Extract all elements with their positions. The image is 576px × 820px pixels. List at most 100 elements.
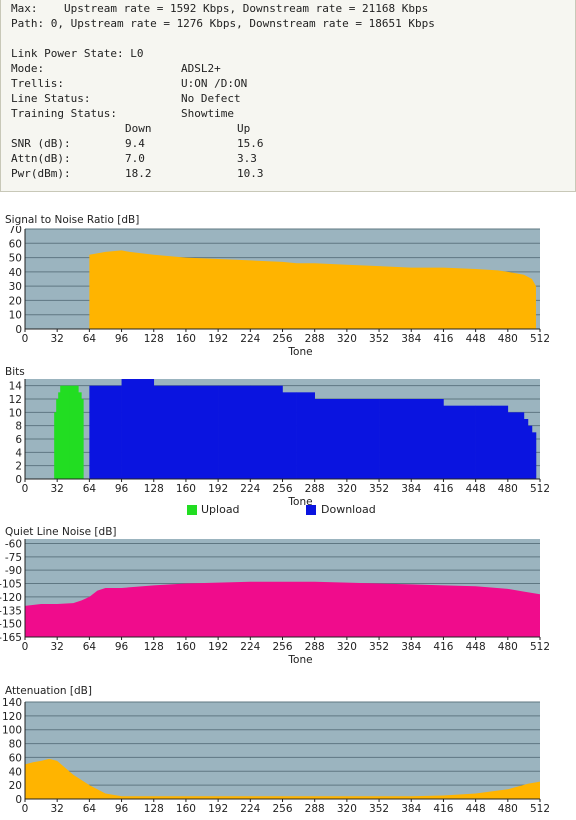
bits-bar-download bbox=[523, 419, 529, 479]
noise-y-tick-label: -75 bbox=[5, 552, 22, 564]
column-header-down: Down bbox=[125, 122, 152, 135]
attn-x-tick-label: 384 bbox=[401, 803, 421, 815]
attn-x-tick-label: 224 bbox=[240, 803, 260, 815]
column-header-up: Up bbox=[237, 122, 251, 135]
bits-x-tick-label: 320 bbox=[337, 483, 357, 495]
snr-x-tick-label: 224 bbox=[240, 333, 260, 345]
bits-y-tick-label: 14 bbox=[9, 381, 23, 393]
stat-value-line-status: No Defect bbox=[181, 92, 241, 105]
bits-x-tick-label: 64 bbox=[83, 483, 97, 495]
bits-chart-title: Bits bbox=[5, 366, 25, 378]
attn-x-tick-label: 320 bbox=[337, 803, 357, 815]
noise-x-tick-label: 128 bbox=[144, 641, 164, 653]
attn-x-tick-label: 352 bbox=[369, 803, 389, 815]
attn-y-tick-label: 40 bbox=[9, 766, 22, 778]
noise-x-tick-label: 224 bbox=[240, 641, 260, 653]
path-rate-line: Path: 0, Upstream rate = 1276 Kbps, Down… bbox=[11, 17, 435, 30]
noise-x-tick-label: 384 bbox=[401, 641, 421, 653]
bits-bar-download bbox=[411, 399, 444, 479]
bits-y-tick-label: 0 bbox=[15, 474, 22, 486]
stat-label-mode: Mode: bbox=[11, 62, 45, 75]
bits-bar-upload bbox=[78, 392, 82, 479]
bits-bar-download bbox=[379, 399, 412, 479]
bits-bar-download bbox=[515, 412, 525, 479]
bits-x-tick-label: 512 bbox=[530, 483, 550, 495]
attn-x-tick-label: 192 bbox=[208, 803, 228, 815]
stat-label-trellis: Trellis: bbox=[11, 77, 64, 90]
metric-label-attn: Attn(dB): bbox=[11, 152, 71, 165]
noise-y-tick-label: -165 bbox=[0, 632, 22, 644]
snr-chart-title: Signal to Noise Ratio [dB] bbox=[5, 214, 140, 226]
snr-y-tick-label: 30 bbox=[9, 281, 22, 293]
attn-x-tick-label: 160 bbox=[176, 803, 196, 815]
bits-bar-download bbox=[527, 425, 533, 479]
bits-bar-download bbox=[475, 405, 493, 479]
noise-y-tick-label: -120 bbox=[0, 592, 22, 604]
noise-y-tick-label: -150 bbox=[0, 619, 22, 631]
attn-x-tick-label: 480 bbox=[498, 803, 518, 815]
bits-bar-download bbox=[282, 392, 297, 479]
snr-x-tick-label: 256 bbox=[272, 333, 292, 345]
stat-label-training-status: Training Status: bbox=[11, 107, 117, 120]
noise-series-area bbox=[25, 581, 540, 637]
attn-y-tick-label: 60 bbox=[9, 752, 22, 764]
snr-x-axis-label: Tone bbox=[287, 346, 312, 358]
attn-x-tick-label: 32 bbox=[51, 803, 64, 815]
snr-x-tick-label: 160 bbox=[176, 333, 196, 345]
metric-up-snr: 15.6 bbox=[237, 137, 264, 150]
attn-x-tick-label: 512 bbox=[530, 803, 550, 815]
snr-y-tick-label: 60 bbox=[9, 238, 22, 250]
noise-x-tick-label: 0 bbox=[22, 641, 29, 653]
noise-x-tick-label: 192 bbox=[208, 641, 228, 653]
bits-y-tick-label: 4 bbox=[15, 447, 22, 459]
attenuation-chart-title: Attenuation [dB] bbox=[5, 685, 92, 697]
stat-value-training-status: Showtime bbox=[181, 107, 234, 120]
bits-x-tick-label: 448 bbox=[466, 483, 486, 495]
legend-download-label: Download bbox=[321, 503, 376, 516]
noise-x-tick-label: 64 bbox=[83, 641, 97, 653]
bits-bar-download bbox=[121, 379, 155, 479]
attn-y-tick-label: 120 bbox=[2, 711, 22, 723]
snr-y-tick-label: 0 bbox=[15, 324, 22, 336]
snr-x-tick-label: 320 bbox=[337, 333, 357, 345]
snr-x-tick-label: 352 bbox=[369, 333, 389, 345]
max-rate-line: Max: Upstream rate = 1592 Kbps, Downstre… bbox=[11, 2, 429, 15]
attn-x-tick-label: 64 bbox=[83, 803, 97, 815]
bits-x-tick-label: 352 bbox=[369, 483, 389, 495]
noise-x-tick-label: 416 bbox=[433, 641, 453, 653]
noise-x-tick-label: 160 bbox=[176, 641, 196, 653]
metric-down-pwr: 18.2 bbox=[125, 167, 152, 180]
noise-y-tick-label: -135 bbox=[0, 605, 22, 617]
snr-x-tick-label: 512 bbox=[530, 333, 550, 345]
bits-bar-download bbox=[531, 432, 537, 479]
noise-x-tick-label: 480 bbox=[498, 641, 518, 653]
bits-bar-download bbox=[153, 385, 187, 479]
bits-x-tick-label: 416 bbox=[433, 483, 453, 495]
legend-upload-label: Upload bbox=[201, 503, 240, 516]
bits-x-tick-label: 32 bbox=[51, 483, 64, 495]
bits-bar-download bbox=[491, 405, 509, 479]
attn-y-tick-label: 0 bbox=[15, 794, 22, 806]
bits-x-tick-label: 0 bbox=[22, 483, 29, 495]
bits-x-tick-label: 128 bbox=[144, 483, 164, 495]
noise-y-tick-label: -90 bbox=[5, 565, 22, 577]
attn-x-tick-label: 416 bbox=[433, 803, 453, 815]
legend-download-swatch bbox=[306, 505, 316, 515]
bits-x-tick-label: 160 bbox=[176, 483, 196, 495]
bits-x-tick-label: 224 bbox=[240, 483, 260, 495]
attn-x-tick-label: 288 bbox=[305, 803, 325, 815]
noise-x-tick-label: 32 bbox=[51, 641, 64, 653]
bits-bar-upload bbox=[81, 399, 84, 479]
bits-x-tick-label: 96 bbox=[115, 483, 129, 495]
bits-bar-upload bbox=[58, 392, 61, 479]
bits-bar-upload bbox=[75, 385, 79, 479]
bits-y-tick-label: 10 bbox=[9, 407, 22, 419]
bits-bar-download bbox=[89, 385, 122, 479]
attn-y-tick-label: 20 bbox=[9, 780, 22, 792]
noise-x-tick-label: 288 bbox=[305, 641, 325, 653]
attn-x-tick-label: 0 bbox=[22, 803, 29, 815]
noise-x-tick-label: 512 bbox=[530, 641, 550, 653]
